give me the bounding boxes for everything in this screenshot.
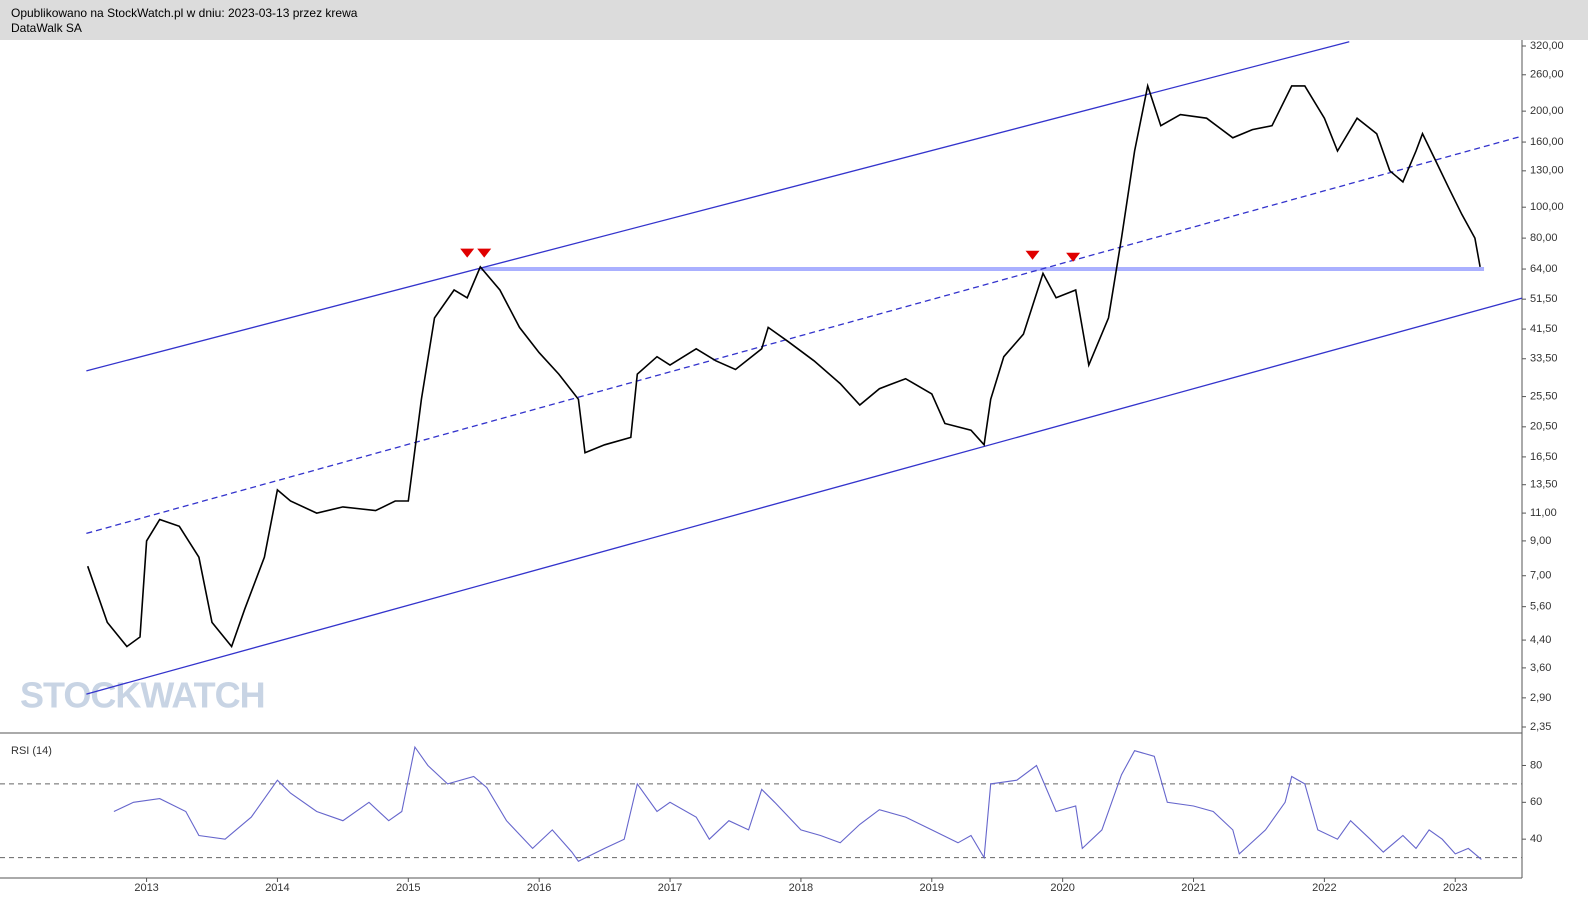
peak-marker — [1066, 252, 1081, 262]
y-tick-label: 11,00 — [1530, 507, 1557, 519]
y-tick-label: 4,40 — [1530, 634, 1551, 646]
y-tick-label: 9,00 — [1530, 535, 1551, 547]
y-tick-label: 2,35 — [1530, 721, 1551, 733]
y-tick-label: 100,00 — [1530, 201, 1564, 213]
x-tick-label: 2022 — [1312, 882, 1336, 894]
rsi-line — [113, 745, 1482, 863]
x-tick-label: 2023 — [1443, 882, 1467, 894]
instrument-name: DataWalk SA — [11, 21, 82, 35]
y-tick-label: 80 — [1530, 759, 1542, 771]
watermark: STOCKWATCH — [20, 675, 265, 716]
x-tick-label: 2017 — [658, 882, 682, 894]
y-tick-label: 160,00 — [1530, 136, 1564, 148]
price-line — [86, 82, 1481, 649]
trend-line — [86, 135, 1523, 535]
x-tick-label: 2014 — [265, 882, 289, 894]
y-tick-label: 2,90 — [1530, 692, 1551, 704]
y-tick-label: 33,50 — [1530, 353, 1558, 365]
trend-line — [86, 297, 1523, 695]
x-tick-label: 2015 — [396, 882, 420, 894]
y-tick-label: 260,00 — [1530, 69, 1564, 81]
y-tick-label: 51,50 — [1530, 293, 1558, 305]
x-tick-label: 2016 — [527, 882, 551, 894]
published-note: Opublikowano na StockWatch.pl w dniu: 20… — [11, 6, 358, 20]
peak-marker — [1025, 250, 1040, 260]
y-tick-label: 3,60 — [1530, 662, 1551, 674]
y-tick-label: 130,00 — [1530, 165, 1564, 177]
x-tick-label: 2019 — [920, 882, 944, 894]
y-tick-label: 64,00 — [1530, 263, 1558, 275]
y-tick-label: 7,00 — [1530, 570, 1551, 582]
y-tick-label: 16,50 — [1530, 451, 1558, 463]
peak-marker — [460, 248, 475, 258]
header: Opublikowano na StockWatch.pl w dniu: 20… — [0, 0, 1588, 40]
y-tick-label: 200,00 — [1530, 105, 1564, 117]
y-tick-label: 20,50 — [1530, 421, 1558, 433]
x-tick-label: 2018 — [789, 882, 813, 894]
x-tick-label: 2020 — [1050, 882, 1074, 894]
y-tick-label: 5,60 — [1530, 601, 1551, 613]
y-tick-label: 40 — [1530, 833, 1542, 845]
rsi-label: RSI (14) — [11, 745, 52, 757]
x-tick-label: 2013 — [134, 882, 158, 894]
y-tick-label: 60 — [1530, 796, 1542, 808]
trend-line — [86, 41, 1350, 372]
y-tick-label: 41,50 — [1530, 323, 1558, 335]
y-tick-label: 13,50 — [1530, 479, 1558, 491]
peak-marker — [477, 248, 492, 258]
y-tick-label: 25,50 — [1530, 390, 1558, 402]
y-tick-label: 320,00 — [1530, 40, 1564, 52]
x-tick-label: 2021 — [1181, 882, 1205, 894]
y-tick-label: 80,00 — [1530, 232, 1558, 244]
